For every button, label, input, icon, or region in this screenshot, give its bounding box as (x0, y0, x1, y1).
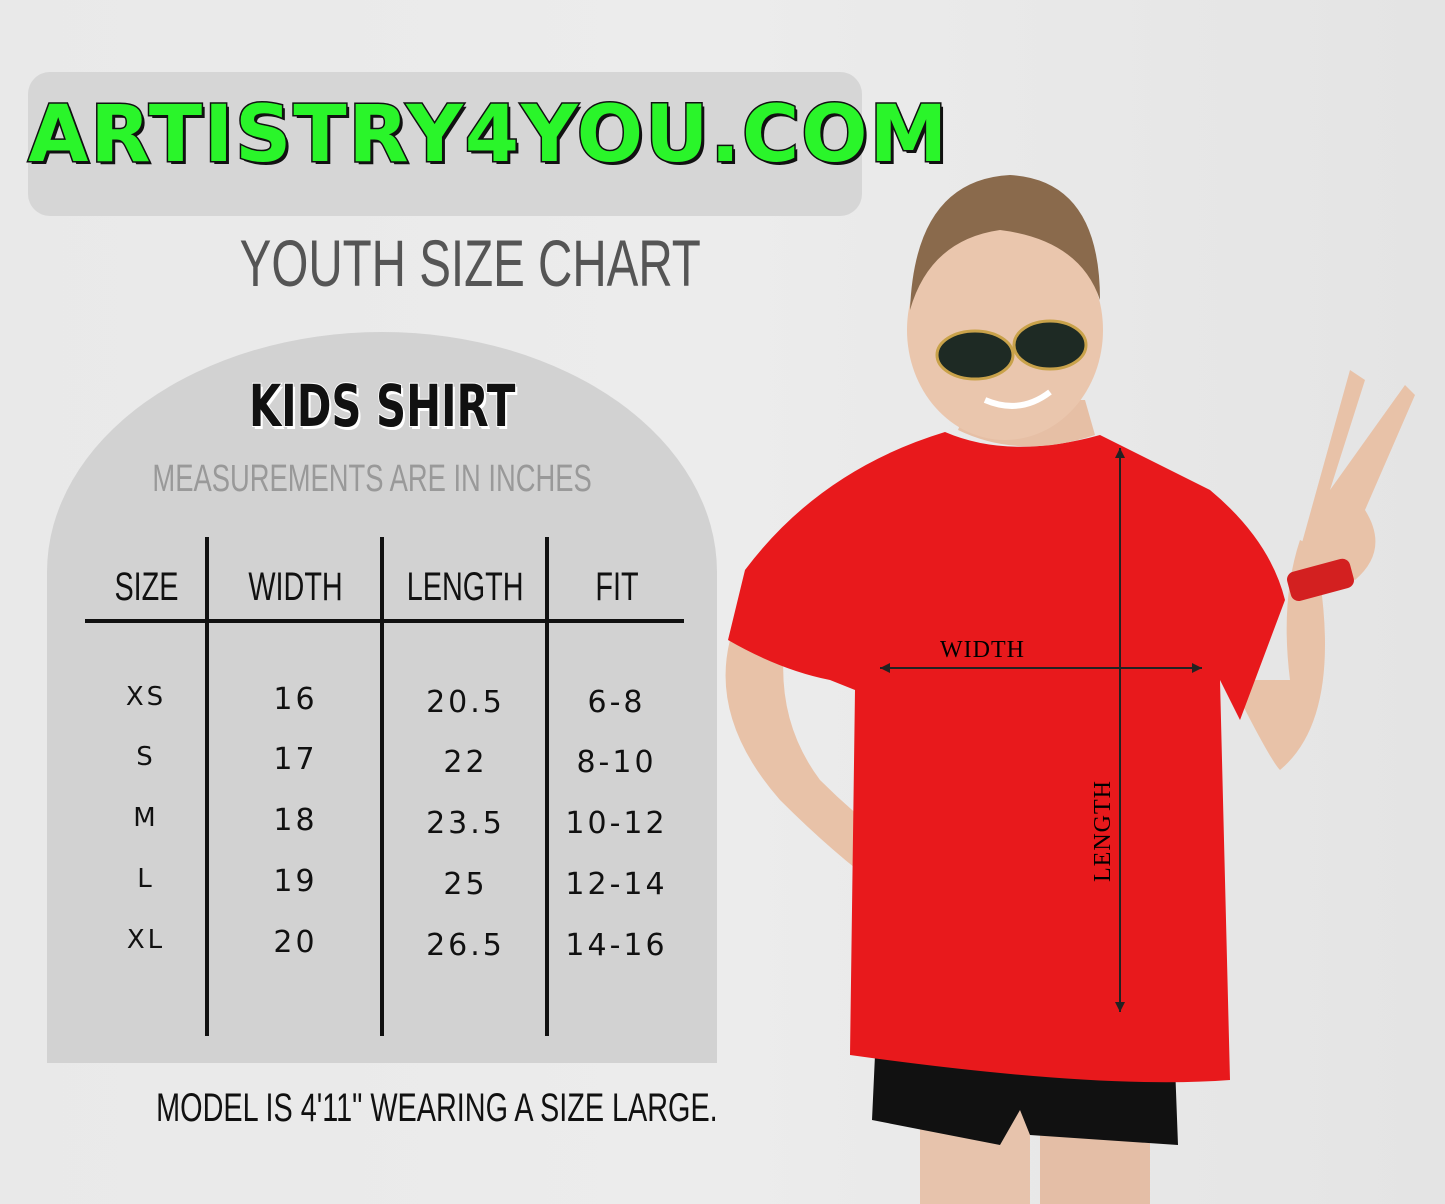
fit-cell: 14-16 (565, 928, 668, 963)
face (907, 220, 1103, 440)
peace-hand (1300, 370, 1415, 580)
size-cell: M (133, 803, 159, 833)
logo: ARTISTRY4YOU.COM (27, 89, 950, 182)
panel-subheading: MEASUREMENTS ARE IN INCHES (152, 458, 592, 500)
watch (1287, 558, 1354, 601)
column-header-size: SIZE (113, 565, 179, 609)
hair (910, 175, 1100, 310)
column-divider (380, 537, 384, 1036)
size-cell: XS (125, 682, 167, 712)
column-divider (205, 537, 209, 1036)
model-photo: WIDTH LENGTH (725, 175, 1415, 1204)
fit-cell: 12-14 (565, 867, 668, 902)
width-label: WIDTH (940, 637, 1025, 663)
page-title: YOUTH SIZE CHART (239, 226, 701, 300)
width-cell: 16 (273, 682, 318, 717)
width-cell: 19 (273, 864, 318, 899)
smile (983, 389, 1052, 409)
sunglasses-lens (1012, 319, 1088, 371)
fit-cell: 8-10 (576, 745, 657, 780)
length-cell: 20.5 (426, 685, 505, 720)
red-shirt (728, 432, 1285, 1083)
column-header-length: LENGTH (407, 565, 524, 609)
width-cell: 18 (273, 803, 318, 838)
width-cell: 20 (273, 925, 318, 960)
length-cell: 22 (443, 745, 488, 780)
column-header-width: WIDTH (248, 565, 343, 609)
column-divider (545, 537, 549, 1036)
length-cell: 26.5 (426, 928, 505, 963)
fit-cell: 10-12 (565, 806, 668, 841)
fit-cell: 6-8 (587, 685, 646, 720)
length-cell: 23.5 (426, 806, 505, 841)
panel-heading: KIDS SHIRT (248, 371, 516, 441)
sunglasses-lens (935, 329, 1015, 381)
column-header-fit: FIT (594, 565, 639, 609)
logo-banner: ARTISTRY4YOU.COM (27, 72, 950, 216)
size-cell: L (137, 864, 155, 894)
length-cell: 25 (443, 867, 488, 902)
size-cell: XL (126, 925, 166, 955)
model-note: MODEL IS 4'11" WEARING A SIZE LARGE. (156, 1086, 718, 1130)
width-cell: 17 (273, 742, 318, 777)
size-cell: S (136, 742, 156, 772)
length-label: LENGTH (1090, 780, 1116, 882)
header-divider (85, 619, 684, 623)
